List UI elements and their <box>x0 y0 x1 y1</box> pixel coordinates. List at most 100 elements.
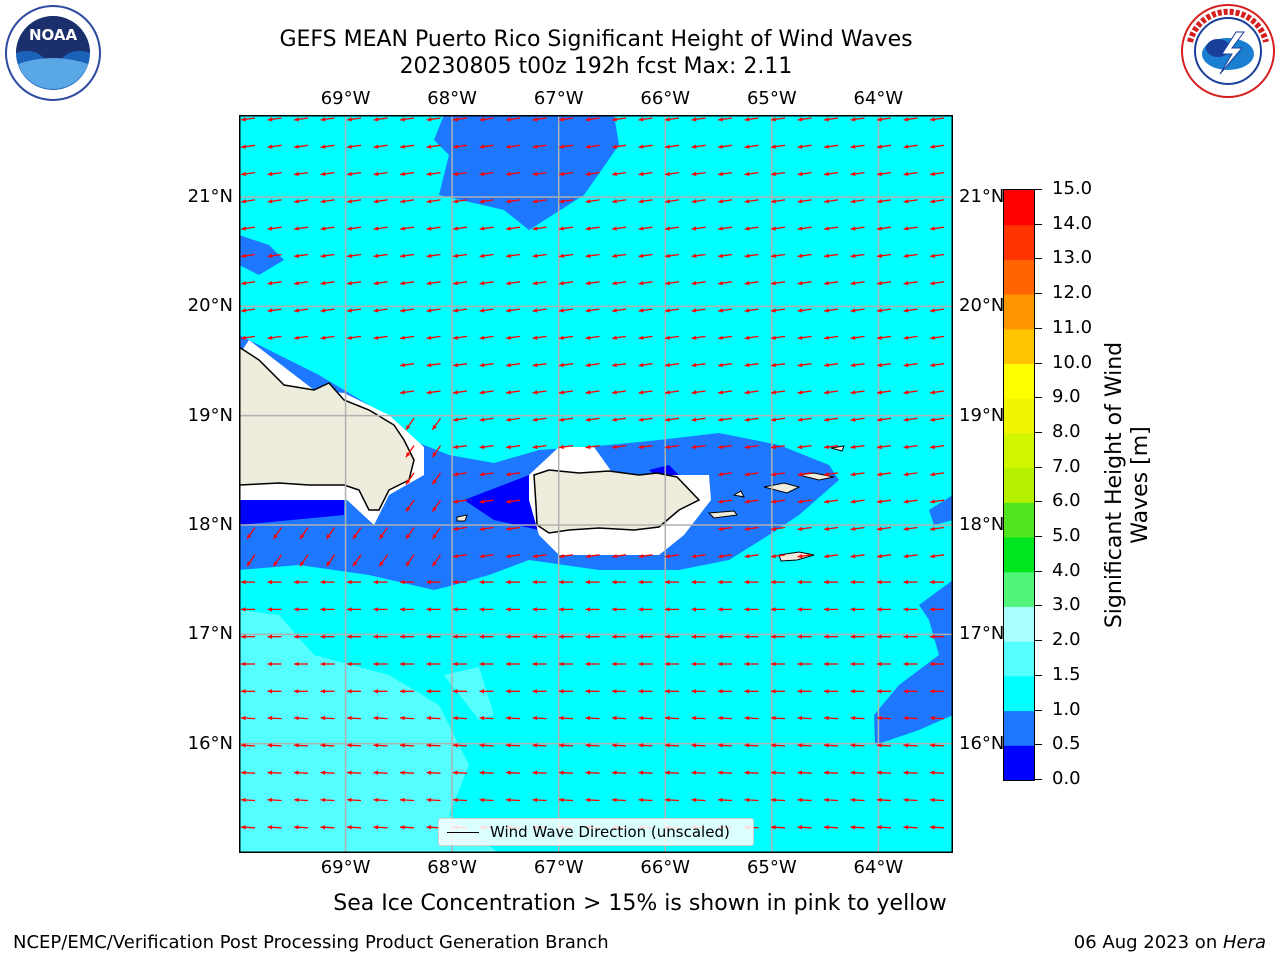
wind-wave-arrowhead <box>405 452 411 458</box>
wind-wave-arrowhead <box>479 417 485 422</box>
wind-wave-arrowhead <box>612 144 617 149</box>
wind-wave-arrowhead <box>691 579 697 585</box>
wind-wave-arrowhead <box>479 634 485 639</box>
wind-wave-arrowhead <box>638 199 644 204</box>
wind-wave-arrowhead <box>426 117 432 122</box>
wind-wave-arrowhead <box>718 280 723 286</box>
wind-wave-arrowhead <box>479 390 485 395</box>
wind-wave-arrowhead <box>877 335 882 340</box>
wind-wave-arrowhead <box>585 579 591 585</box>
wind-wave-arrowhead <box>432 424 437 430</box>
wind-wave-arrowhead <box>771 362 776 368</box>
wind-wave-arrowhead <box>877 634 882 639</box>
lat-label-right: 18°N <box>959 514 1005 535</box>
wind-wave-arrowhead <box>585 634 591 639</box>
wind-wave-arrowhead <box>559 607 564 612</box>
wind-wave-arrowhead <box>453 797 458 803</box>
colorbar-bin <box>1004 224 1034 260</box>
wind-wave-arrowhead <box>930 362 935 368</box>
wind-wave-arrowhead <box>824 362 829 368</box>
wind-wave-arrowhead <box>824 472 829 477</box>
wind-wave-arrowhead <box>400 634 405 639</box>
colorbar-tick-mark <box>1034 327 1042 329</box>
wind-wave-arrowhead <box>267 117 273 122</box>
wind-wave-arrowhead <box>850 770 856 775</box>
wind-wave-arrowhead <box>665 199 670 204</box>
wind-wave-arrowhead <box>320 117 326 122</box>
wind-wave-arrowhead <box>320 770 326 775</box>
wind-wave-arrowhead <box>426 607 432 612</box>
colorbar-bin <box>1004 710 1034 746</box>
wind-wave-arrowhead <box>426 308 432 313</box>
colorbar-tick-label: 5.0 <box>1052 525 1081 547</box>
wind-wave-arrowhead <box>665 634 670 639</box>
wind-wave-arrowhead <box>718 144 723 149</box>
wind-wave-arrowhead <box>744 253 750 258</box>
wind-wave-arrowhead <box>453 171 458 177</box>
wind-wave-arrowhead <box>241 689 246 694</box>
wind-wave-arrowhead <box>718 499 723 504</box>
colorbar-tick-label: 10.0 <box>1052 351 1093 373</box>
wind-wave-arrowhead <box>506 743 511 748</box>
wind-wave-arrowhead <box>426 335 432 340</box>
field-0.5-1-east <box>929 495 953 525</box>
wind-wave-arrowhead <box>479 526 485 531</box>
wind-wave-arrowhead <box>665 390 670 395</box>
wind-wave-arrowhead <box>294 335 299 340</box>
noaa-logo: NOAA <box>5 5 101 101</box>
colorbar-tick-label: 0.0 <box>1052 768 1081 789</box>
wind-wave-arrowhead <box>453 661 458 667</box>
lat-label-left: 16°N <box>187 732 233 754</box>
wind-wave-arrowhead <box>665 607 670 612</box>
lat-label-right: 19°N <box>959 404 1005 426</box>
wind-wave-arrowhead <box>453 362 458 368</box>
wind-wave-arrowhead <box>506 661 511 667</box>
wind-wave-arrowhead <box>691 715 697 721</box>
wind-wave-arrowhead <box>379 561 384 567</box>
wind-wave-arrowhead <box>850 797 856 803</box>
colorbar-tick-mark <box>1034 709 1042 711</box>
wind-wave-arrowhead <box>903 444 909 450</box>
wind-wave-arrowhead <box>585 770 591 775</box>
wind-wave-arrowhead <box>352 561 358 567</box>
wind-wave-arrowhead <box>347 280 352 286</box>
wind-wave-arrowhead <box>320 226 326 231</box>
wind-wave-arrowhead <box>824 825 829 830</box>
wind-wave-arrowhead <box>824 715 829 721</box>
wind-wave-arrowhead <box>691 634 697 639</box>
lat-label-right: 21°N <box>959 186 1005 207</box>
wind-wave-arrowhead <box>797 390 803 395</box>
lon-label-bottom: 67°W <box>533 857 584 878</box>
wind-wave-arrowhead <box>771 526 776 531</box>
wind-wave-arrowhead <box>585 390 591 395</box>
wind-wave-arrowhead <box>824 144 829 149</box>
wind-wave-arrowhead <box>532 689 538 694</box>
wind-wave-arrowhead <box>559 689 564 694</box>
wind-wave-arrowhead <box>267 144 273 149</box>
wind-wave-arrowhead <box>718 797 723 803</box>
colorbar-tick-mark <box>1034 674 1042 676</box>
wind-wave-arrowhead <box>532 797 538 803</box>
wind-wave-arrowhead <box>246 534 252 539</box>
wind-wave-arrowhead <box>352 534 358 539</box>
wind-wave-arrowhead <box>241 335 246 340</box>
wind-wave-arrowhead <box>612 553 617 559</box>
wind-wave-arrowhead <box>267 689 273 694</box>
wind-wave-arrowhead <box>930 253 935 258</box>
wind-wave-arrowhead <box>638 144 644 149</box>
wind-wave-arrowhead <box>771 797 776 803</box>
wind-wave-arrowhead <box>479 335 485 340</box>
colorbar-bin <box>1004 502 1034 538</box>
wind-wave-arrowhead <box>479 444 485 450</box>
legend-label: Wind Wave Direction (unscaled) <box>490 823 730 841</box>
wind-wave-arrowhead <box>400 797 405 803</box>
wind-wave-arrowhead <box>506 144 511 149</box>
wind-wave-arrowhead <box>612 171 617 177</box>
wind-wave-arrowhead <box>638 335 644 340</box>
wind-wave-arrowhead <box>903 308 909 313</box>
wind-wave-arrowhead <box>373 715 379 721</box>
wind-wave-arrowhead <box>559 715 564 721</box>
wind-wave-arrowhead <box>903 144 909 149</box>
wind-wave-arrowhead <box>744 226 750 231</box>
wind-wave-arrowhead <box>241 634 246 639</box>
